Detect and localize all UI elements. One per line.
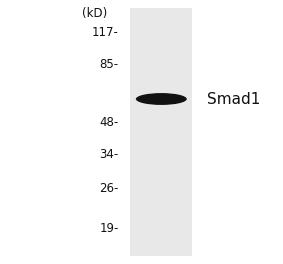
Text: Smad1: Smad1 — [207, 92, 260, 106]
Bar — [130, 8, 192, 256]
Ellipse shape — [136, 93, 187, 105]
Text: 48-: 48- — [100, 116, 119, 129]
Text: (kD): (kD) — [82, 7, 108, 20]
Text: 19-: 19- — [100, 222, 119, 235]
Text: 117-: 117- — [92, 26, 119, 40]
Text: 85-: 85- — [100, 58, 119, 71]
Text: 34-: 34- — [100, 148, 119, 161]
Text: 26-: 26- — [100, 182, 119, 195]
